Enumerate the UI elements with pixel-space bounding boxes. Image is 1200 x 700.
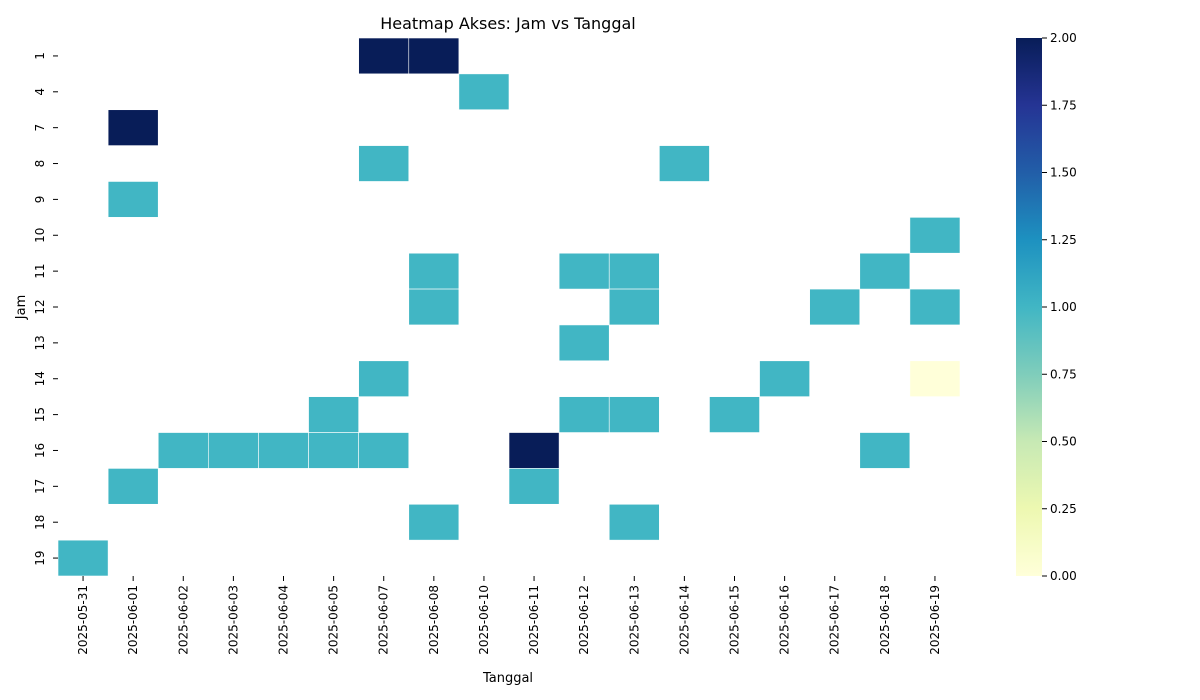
heatmap-cell [558, 324, 610, 362]
x-tick-label: 2025-06-08 [427, 585, 441, 655]
heatmap-cell [408, 288, 460, 326]
heatmap-cell [558, 252, 610, 290]
x-tick-label: 2025-06-07 [377, 585, 391, 655]
x-tick-label: 2025-06-15 [728, 585, 742, 655]
x-tick-label: 2025-06-05 [327, 585, 341, 655]
heatmap-cell [558, 396, 610, 433]
heatmap-cell [358, 432, 410, 469]
y-tick-label: 18 [33, 515, 47, 530]
y-tick-label: 17 [33, 479, 47, 494]
heatmap-cell [508, 468, 560, 505]
x-tick-label: 2025-06-18 [878, 585, 892, 655]
colorbar-tick-label: 1.00 [1050, 300, 1077, 314]
y-tick-label: 1 [33, 52, 47, 60]
x-tick-label: 2025-06-03 [226, 585, 240, 655]
heatmap-cell [859, 252, 911, 290]
heatmap-cell [157, 432, 209, 469]
y-tick-label: 13 [33, 335, 47, 350]
colorbar [1016, 38, 1042, 576]
y-tick-label: 7 [33, 124, 47, 132]
heatmap-cells [57, 37, 961, 577]
x-tick-label: 2025-06-16 [778, 585, 792, 655]
x-tick-label: 2025-06-11 [527, 585, 541, 655]
y-axis-label: Jam [14, 295, 29, 320]
heatmap-cell [909, 360, 961, 397]
heatmap-cell [458, 73, 510, 111]
heatmap-cell [909, 288, 961, 326]
colorbar-tick-label: 2.00 [1050, 31, 1077, 45]
heatmap-cell [608, 288, 660, 326]
y-tick-label: 8 [33, 160, 47, 168]
y-tick-label: 12 [33, 299, 47, 314]
heatmap-cell [358, 360, 410, 397]
y-tick-label: 11 [33, 263, 47, 278]
heatmap-cell [408, 252, 460, 290]
heatmap-cell [408, 503, 460, 541]
x-tick-label: 2025-06-01 [126, 585, 140, 655]
heatmap-cell [508, 432, 560, 469]
heatmap-cell [608, 503, 660, 541]
heatmap-cell [358, 145, 410, 182]
heatmap-cell [859, 432, 911, 469]
y-tick-label: 15 [33, 407, 47, 422]
heatmap-cell [909, 217, 961, 254]
heatmap-cell [107, 109, 159, 146]
x-axis-ticks: 2025-05-31 2025-06-01 2025-06-02 2025-06-03… [76, 576, 942, 655]
y-tick-label: 10 [33, 228, 47, 243]
heatmap-cell [208, 432, 259, 469]
x-tick-label: 2025-06-02 [176, 585, 190, 655]
x-tick-label: 2025-06-14 [677, 585, 691, 655]
heatmap-cell [608, 252, 660, 290]
x-tick-label: 2025-06-12 [577, 585, 591, 655]
colorbar-tick-label: 0.00 [1050, 569, 1077, 583]
heatmap-cell [308, 396, 359, 433]
colorbar-tick-label: 0.50 [1050, 435, 1077, 449]
heatmap-cell [408, 37, 460, 75]
heatmap-cell [759, 360, 810, 397]
heatmap-cell [57, 539, 109, 577]
heatmap-cell [107, 468, 159, 505]
x-tick-label: 2025-06-17 [828, 585, 842, 655]
chart-title: Heatmap Akses: Jam vs Tanggal [380, 14, 636, 33]
heatmap-cell [809, 288, 861, 326]
heatmap-cell [358, 37, 410, 75]
x-tick-label: 2025-05-31 [76, 585, 90, 655]
x-tick-label: 2025-06-04 [277, 585, 291, 655]
colorbar-tick-label: 1.25 [1050, 233, 1077, 247]
colorbar-ticks: 0.00 0.25 0.50 0.75 1.00 1.25 1.50 1.75 2.00 [1042, 31, 1077, 583]
y-tick-label: 16 [33, 443, 47, 458]
colorbar-tick-label: 1.75 [1050, 98, 1077, 112]
y-tick-label: 14 [33, 371, 47, 386]
x-tick-label: 2025-06-19 [928, 585, 942, 655]
heatmap-cell [258, 432, 309, 469]
y-tick-label: 19 [33, 550, 47, 565]
colorbar-tick-label: 0.25 [1050, 502, 1077, 516]
heatmap-cell [308, 432, 359, 469]
x-tick-label: 2025-06-13 [627, 585, 641, 655]
heatmap-cell [107, 181, 159, 218]
heatmap-cell [709, 396, 760, 433]
y-tick-label: 9 [33, 196, 47, 204]
y-tick-label: 4 [33, 88, 47, 96]
heatmap-cell [659, 145, 710, 182]
colorbar-tick-label: 0.75 [1050, 367, 1077, 381]
colorbar-tick-label: 1.50 [1050, 166, 1077, 180]
x-tick-label: 2025-06-10 [477, 585, 491, 655]
x-axis-label: Tanggal [482, 671, 533, 686]
heatmap-cell [608, 396, 660, 433]
